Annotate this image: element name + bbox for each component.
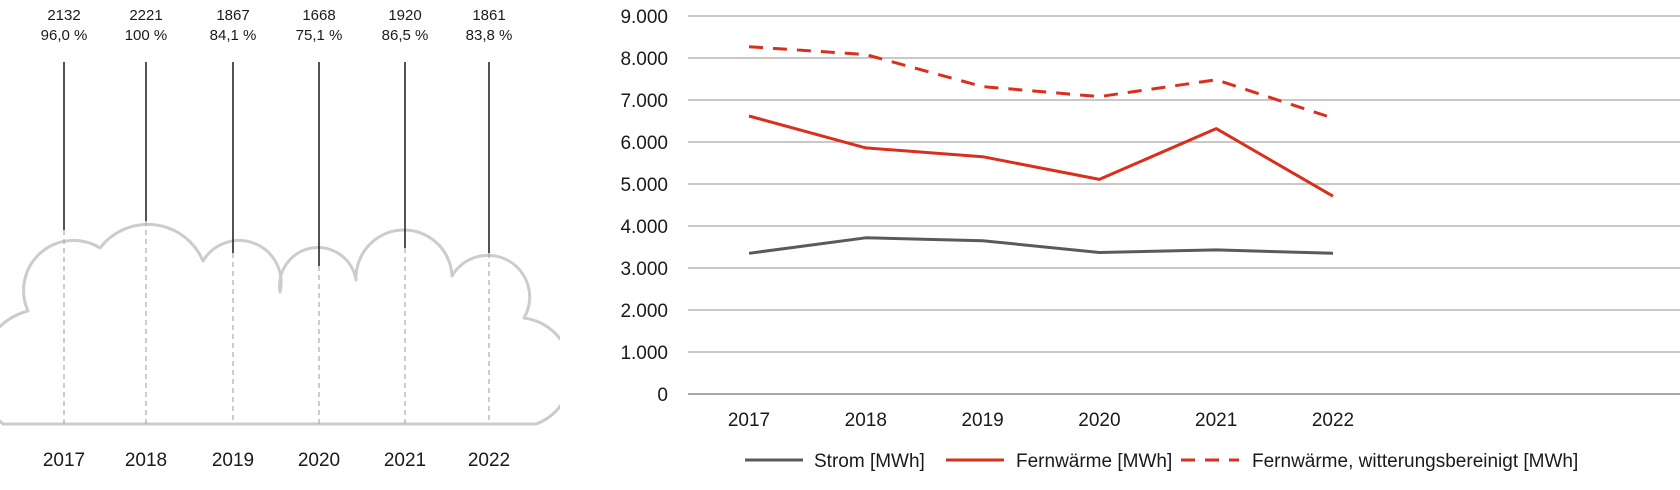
legend-label: Fernwärme [MWh] [1016,451,1172,472]
cloud-percent-label: 86,5 % [382,27,429,44]
cloud-value-label: 1668 [302,7,335,24]
y-tick-label: 1.000 [620,343,668,364]
y-tick-label: 2.000 [620,301,668,322]
cloud-value-label: 1920 [388,7,421,24]
series-line-1 [748,236,1334,255]
cloud-year-label: 2021 [384,450,426,471]
cloud-year-label: 2017 [43,450,85,471]
x-tick-label: 2022 [1312,410,1354,431]
cloud-percent-label: 75,1 % [296,27,343,44]
cloud-percent-label: 100 % [125,27,168,44]
y-tick-label: 5.000 [620,175,668,196]
cloud-percent-label: 83,8 % [466,27,513,44]
cloud-value-label: 2132 [47,7,80,24]
cloud-value-label: 1867 [216,7,249,24]
x-tick-label: 2020 [1078,410,1120,431]
legend-label: Strom [MWh] [814,451,925,472]
cloud-outline [0,222,560,426]
cloud-percent-label: 96,0 % [41,27,88,44]
y-tick-label: 4.000 [620,217,668,238]
series-line-2 [748,114,1334,198]
x-tick-label: 2019 [961,410,1003,431]
cloud-value-label: 2221 [129,7,162,24]
cloud-year-label: 2018 [125,450,167,471]
line-chart: 0 1.000 2.000 3.000 4.000 5.000 6.000 7.000 8.00… [620,7,1680,472]
cloud-year-label: 2020 [298,450,340,471]
cloud-percent-label: 84,1 % [210,27,257,44]
cloud-chart: 2132 96,0 % 2017 2221 100 % 2018 1867 84,1 % 201… [0,7,560,471]
x-tick-label: 2021 [1195,410,1237,431]
legend-label: Fernwärme, witterungsbereinigt [MWh] [1252,451,1578,472]
y-tick-label: 0 [657,385,668,406]
y-tick-label: 8.000 [620,49,668,70]
series-line-3 [748,45,1334,120]
cloud-value-label: 1861 [472,7,505,24]
cloud-year-label: 2022 [468,450,510,471]
y-tick-label: 3.000 [620,259,668,280]
y-tick-label: 9.000 [620,7,668,28]
y-tick-label: 6.000 [620,133,668,154]
x-tick-label: 2017 [728,410,770,431]
x-tick-label: 2018 [845,410,887,431]
y-tick-label: 7.000 [620,91,668,112]
cloud-year-label: 2019 [212,450,254,471]
